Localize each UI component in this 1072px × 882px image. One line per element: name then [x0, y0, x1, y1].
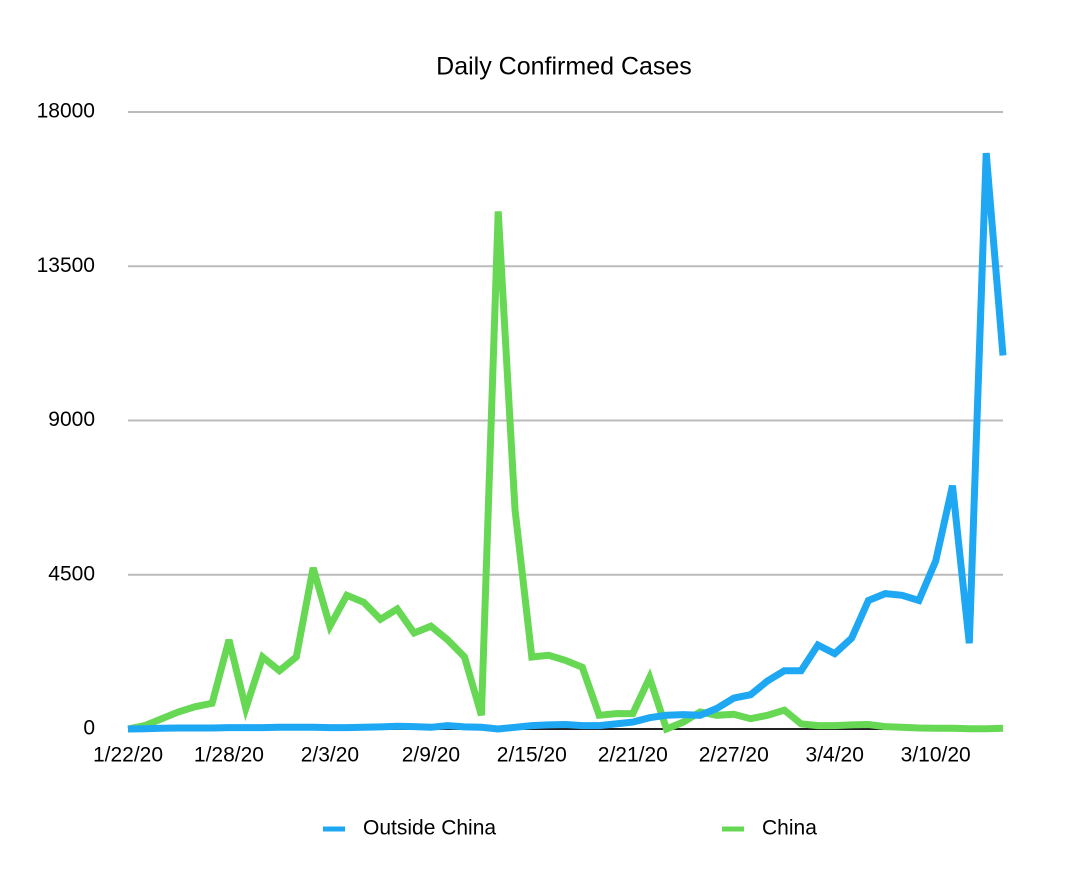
legend-label: China — [762, 817, 817, 840]
x-tick-label: 2/15/20 — [497, 744, 567, 767]
y-tick-label: 0 — [83, 717, 95, 740]
x-tick-label: 1/28/20 — [194, 744, 264, 767]
y-tick-label: 4500 — [48, 562, 95, 585]
x-tick-label: 2/21/20 — [598, 744, 668, 767]
x-tick-label: 1/22/20 — [93, 744, 163, 767]
x-tick-label: 2/3/20 — [301, 744, 359, 767]
x-tick-label: 3/10/20 — [901, 744, 971, 767]
legend-label: Outside China — [363, 817, 496, 840]
series-line — [127, 211, 1004, 734]
y-tick-label: 9000 — [48, 408, 95, 431]
x-tick-label: 2/9/20 — [402, 744, 460, 767]
x-tick-label: 2/27/20 — [699, 744, 769, 767]
chart-title: Daily Confirmed Cases — [436, 53, 692, 81]
y-tick-label: 13500 — [37, 254, 95, 277]
series-line — [127, 152, 1007, 733]
x-tick-label: 3/4/20 — [806, 744, 864, 767]
y-tick-label: 18000 — [37, 100, 95, 123]
